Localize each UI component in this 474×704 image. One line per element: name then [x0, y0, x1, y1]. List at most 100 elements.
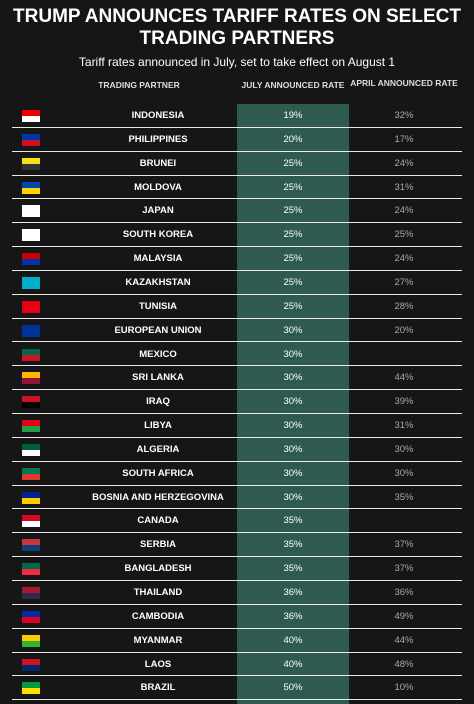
country-name: LAOS [144, 658, 172, 670]
april-rate: 27% [394, 276, 414, 288]
april-rate: 37% [394, 539, 414, 551]
april-rate: 20% [394, 324, 414, 336]
table-row: CAMBODIA 36% 49% [12, 605, 462, 629]
july-rate: 25% [283, 229, 303, 241]
table-row: MALAYSIA 25% 24% [12, 247, 462, 271]
country-name: BANGLADESH [124, 563, 192, 575]
table-row: SOUTH KOREA 25% 25% [12, 223, 462, 248]
july-rate: 35% [283, 515, 303, 527]
country-name: MOLDOVA [134, 181, 182, 193]
april-rate: 31% [394, 420, 414, 432]
country-name: SRI LANKA [132, 372, 184, 384]
july-rate: 30% [283, 348, 303, 360]
flag-icon [22, 443, 40, 456]
flag-icon [22, 587, 40, 599]
country-name: CAMBODIA [131, 610, 185, 622]
flag-icon [22, 372, 40, 385]
july-rate: 35% [283, 563, 303, 575]
flag-icon [22, 229, 40, 242]
flag-icon [22, 253, 40, 266]
table-row: BRAZIL 50% 10% [12, 676, 462, 701]
table-row: SRI LANKA 30% 44% [12, 366, 462, 391]
country-name: SERBIA [140, 539, 176, 551]
country-name: THAILAND [133, 587, 183, 598]
flag-icon [22, 610, 40, 623]
april-rate: 44% [394, 372, 414, 384]
flag-icon [22, 348, 40, 361]
country-name: KAZAKHSTAN [125, 276, 191, 288]
july-rate: 36% [283, 610, 303, 622]
table-row: EUROPEAN UNION 30% 20% [12, 319, 462, 343]
july-rate: 40% [283, 658, 303, 670]
april-rate: 25% [394, 229, 414, 241]
july-rate: 30% [283, 467, 303, 479]
table-row: SERBIA 35% 37% [12, 533, 462, 558]
flag-icon [22, 276, 40, 289]
table-row: CANADA 35% [12, 509, 462, 534]
table-row: SOUTH AFRICA 30% 30% [12, 462, 462, 486]
table-row: INDONESIA 19% 32% [12, 104, 462, 128]
flag-icon [22, 157, 40, 170]
flag-icon [22, 205, 40, 218]
july-rate: 50% [283, 682, 303, 694]
july-rate: 25% [283, 276, 303, 288]
country-name: MYANMAR [133, 634, 183, 646]
flag-icon [22, 563, 40, 576]
april-rate: 48% [394, 658, 414, 670]
july-rate: 30% [283, 443, 303, 455]
july-rate: 36% [283, 587, 303, 598]
table-row: PHILIPPINES 20% 17% [12, 128, 462, 152]
column-header: APRIL ANNOUNCED RATE [350, 78, 458, 88]
april-rate: 24% [394, 253, 414, 265]
table-row: IRAQ 30% 39% [12, 390, 462, 415]
july-rate: 20% [283, 133, 303, 145]
country-name: SOUTH AFRICA [122, 467, 194, 479]
april-rate: 24% [394, 205, 414, 217]
april-rate: 35% [394, 491, 414, 503]
july-rate: 40% [283, 634, 303, 646]
table-row: THAILAND 36% 36% [12, 581, 462, 605]
table-row: LIBYA 30% 31% [12, 414, 462, 438]
table-row: LAOS 40% 48% [12, 653, 462, 677]
april-rate: 24% [394, 157, 414, 169]
april-rate: 36% [394, 587, 414, 598]
july-rate: 30% [283, 372, 303, 384]
title: TRUMP ANNOUNCES TARIFF RATES ON SELECT T… [13, 6, 461, 49]
april-rate: 30% [394, 443, 414, 455]
flag-icon [22, 491, 40, 504]
flag-icon [22, 682, 40, 695]
flag-icon [22, 420, 40, 433]
july-rate: 19% [283, 110, 303, 121]
country-name: PHILIPPINES [128, 133, 188, 145]
flag-icon [22, 396, 40, 409]
table-row: MEXICO 30% [12, 343, 462, 367]
april-rate: 37% [394, 563, 414, 575]
country-name: JAPAN [142, 205, 174, 217]
flag-icon [22, 300, 40, 313]
july-rate: 25% [283, 181, 303, 193]
flag-icon [22, 181, 40, 194]
column-header: TRADING PARTNER [98, 80, 180, 90]
april-rate: 10% [394, 682, 414, 694]
flag-icon [22, 110, 40, 122]
july-rate: 25% [283, 300, 303, 312]
flag-icon [22, 467, 40, 480]
july-rate: 30% [283, 324, 303, 336]
subtitle: Tariff rates announced in July, set to t… [78, 55, 396, 69]
flag-icon [22, 515, 40, 528]
country-name: BRAZIL [140, 682, 176, 694]
country-name: INDONESIA [131, 110, 185, 121]
april-rate: 32% [394, 110, 414, 121]
country-name: TUNISIA [139, 300, 177, 312]
flag-icon [22, 133, 40, 146]
country-name: LIBYA [144, 420, 172, 432]
country-name: MEXICO [139, 348, 177, 360]
july-rate: 25% [283, 205, 303, 217]
april-rate: 28% [394, 300, 414, 312]
table-row: MOLDOVA 25% 31% [12, 176, 462, 200]
april-rate: 39% [394, 396, 414, 408]
table-row: BRUNEI 25% 24% [12, 152, 462, 176]
july-rate: 30% [283, 396, 303, 408]
table-row: BANGLADESH 35% 37% [12, 557, 462, 581]
april-rate: 44% [394, 634, 414, 646]
